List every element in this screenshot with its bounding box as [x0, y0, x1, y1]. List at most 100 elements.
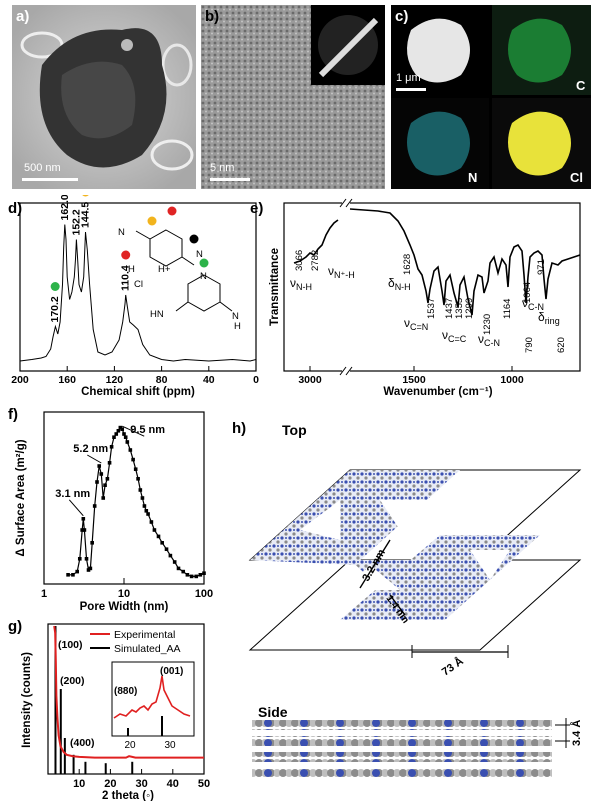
panel-f-point	[90, 541, 94, 545]
panel-d-spectrum-line	[19, 224, 257, 362]
panel-e-spectrum-line-left	[293, 219, 339, 264]
panel-f-xtick-label: 100	[195, 588, 213, 600]
peak-label-200: (200)	[60, 675, 85, 687]
panel-f-point	[136, 477, 140, 481]
panel-a-letter: a)	[16, 8, 30, 25]
structure-label-nh2: N	[196, 249, 203, 260]
panel-f-point	[84, 557, 89, 561]
ir-band-1230: 1230	[482, 314, 493, 335]
panel-f-point	[88, 566, 93, 571]
panel-g-xtick-label: 20	[104, 778, 116, 790]
panel-b-hrtem-image	[201, 5, 385, 189]
panel-b-scale-label: 5 nm	[210, 162, 235, 174]
panel-f-point	[131, 457, 135, 462]
panel-d-xtick-label: 0	[253, 374, 259, 386]
panel-h-top-label: Top	[282, 422, 307, 438]
panel-f-xlabel: Pore Width (nm)	[80, 601, 169, 613]
panel-d-peak-marker	[121, 250, 131, 260]
panel-f-point	[185, 573, 190, 577]
panel-f-annotation-arrow	[122, 425, 145, 437]
panel-f-point	[160, 541, 164, 545]
panel-f-xtick-label: 10	[118, 588, 130, 600]
ir-band-971: 971	[536, 259, 547, 275]
panel-f-annotation-arrow	[68, 499, 84, 517]
panel-g-xtick-label: 50	[198, 778, 210, 790]
legend-experimental: Experimental	[114, 629, 175, 641]
panel-h-side-label: Side	[258, 704, 288, 720]
panel-f-point	[189, 574, 194, 579]
panel-f-point	[82, 528, 87, 532]
panel-f-annotation: 9.5 nm	[130, 424, 165, 436]
panel-f-point	[103, 483, 107, 487]
panel-f-point	[122, 432, 126, 436]
panel-d-structure	[135, 229, 233, 312]
panel-f-point	[144, 509, 149, 513]
panel-d-letter: d)	[8, 200, 23, 217]
panel-f-point	[99, 472, 104, 476]
structure-label-nh1: N	[118, 227, 125, 238]
svg-text:δring: δring	[538, 310, 560, 326]
panel-a-scale-bar	[22, 178, 78, 181]
svg-text:νC=N: νC=N	[404, 316, 428, 332]
panel-f-point	[172, 560, 177, 564]
panel-h-dim-arrow-small	[389, 594, 406, 616]
panel-g-xtick-label: 40	[167, 778, 179, 790]
panel-g-xlabel: 2 theta (◦)	[102, 790, 154, 801]
panel-d-frame	[19, 202, 257, 372]
panel-c-map-carbon	[492, 5, 591, 95]
ir-band-1537: 1537	[426, 298, 437, 319]
panel-f-point	[109, 445, 114, 449]
panel-d-structure-labels: N H H+ Cl N N HN N H	[118, 227, 241, 332]
structure-label-h1: H	[128, 264, 135, 275]
ir-band-1355: 1355	[454, 298, 465, 319]
panel-f-point	[116, 429, 121, 433]
panel-f-point	[202, 571, 206, 575]
panel-e-annotations: 3066 2782 1628 1537 1437 1355 1299 1230 …	[294, 250, 567, 353]
panel-f-point	[181, 569, 186, 574]
panel-f-point	[152, 528, 157, 532]
panel-e-spectrum-line-right	[349, 208, 581, 316]
panel-d-xtick-label: 160	[58, 374, 76, 386]
panel-f-point	[114, 432, 119, 436]
structure-marker-red	[167, 206, 177, 216]
panel-a-scale-label: 500 nm	[24, 162, 61, 174]
peak-label-100: (100)	[58, 639, 83, 651]
structure-label-n-ring: N	[200, 271, 207, 282]
panel-f-point	[146, 512, 150, 516]
panel-f-ylabel: Δ Surface Area (m²/g)	[15, 439, 27, 556]
panel-e-ylabel: Transmittance	[269, 248, 281, 326]
ir-band-620: 620	[556, 337, 567, 353]
panel-f-point	[105, 477, 110, 481]
panel-g-chart: 10 20 30 40 50 Experimental Simulated_AA (10…	[21, 623, 210, 801]
panel-c-scale-label: 1 μm	[396, 72, 421, 84]
ir-band-2782: 2782	[310, 250, 321, 271]
panel-f-point	[168, 553, 173, 558]
svg-text:νN⁺-H: νN⁺-H	[328, 264, 355, 280]
panel-a-tem-image	[12, 5, 196, 189]
peak-label-400: (400)	[70, 737, 95, 749]
panel-f-point	[81, 517, 86, 521]
panel-d-peak-label: 152.2	[70, 209, 82, 235]
structure-label-h2: H	[234, 321, 241, 332]
svg-text:δN-H: δN-H	[388, 276, 411, 292]
panel-h-letter: h)	[232, 420, 247, 437]
panel-f-point	[112, 435, 116, 439]
panel-f-point	[125, 440, 130, 444]
panel-g-xtick-label: 10	[73, 778, 85, 790]
inset-label-880: (880)	[114, 686, 137, 697]
panel-d-peak-label: 162.0	[59, 195, 71, 221]
panel-f-point	[66, 573, 70, 577]
panel-e-frame	[283, 202, 581, 372]
panel-c-haadf-image	[391, 5, 489, 95]
inset-tick-20: 20	[124, 740, 136, 751]
panel-f-annotation: 3.1 nm	[55, 488, 90, 500]
panel-d-peak-label: 170.2	[49, 296, 61, 322]
panel-d-xlabel: Chemical shift (ppm)	[81, 386, 195, 398]
panel-g-xtick-label: 30	[135, 778, 147, 790]
panel-f-point	[101, 496, 106, 500]
panel-h-side-view: 3.4 Å	[252, 718, 583, 778]
panel-f-chart: 1 10 100 3.1 nm 5.2 nm 9.5 nm Δ Surface Area…	[15, 411, 213, 613]
panel-c-scale-bar	[396, 88, 426, 91]
svg-text:νN-H: νN-H	[290, 276, 312, 292]
